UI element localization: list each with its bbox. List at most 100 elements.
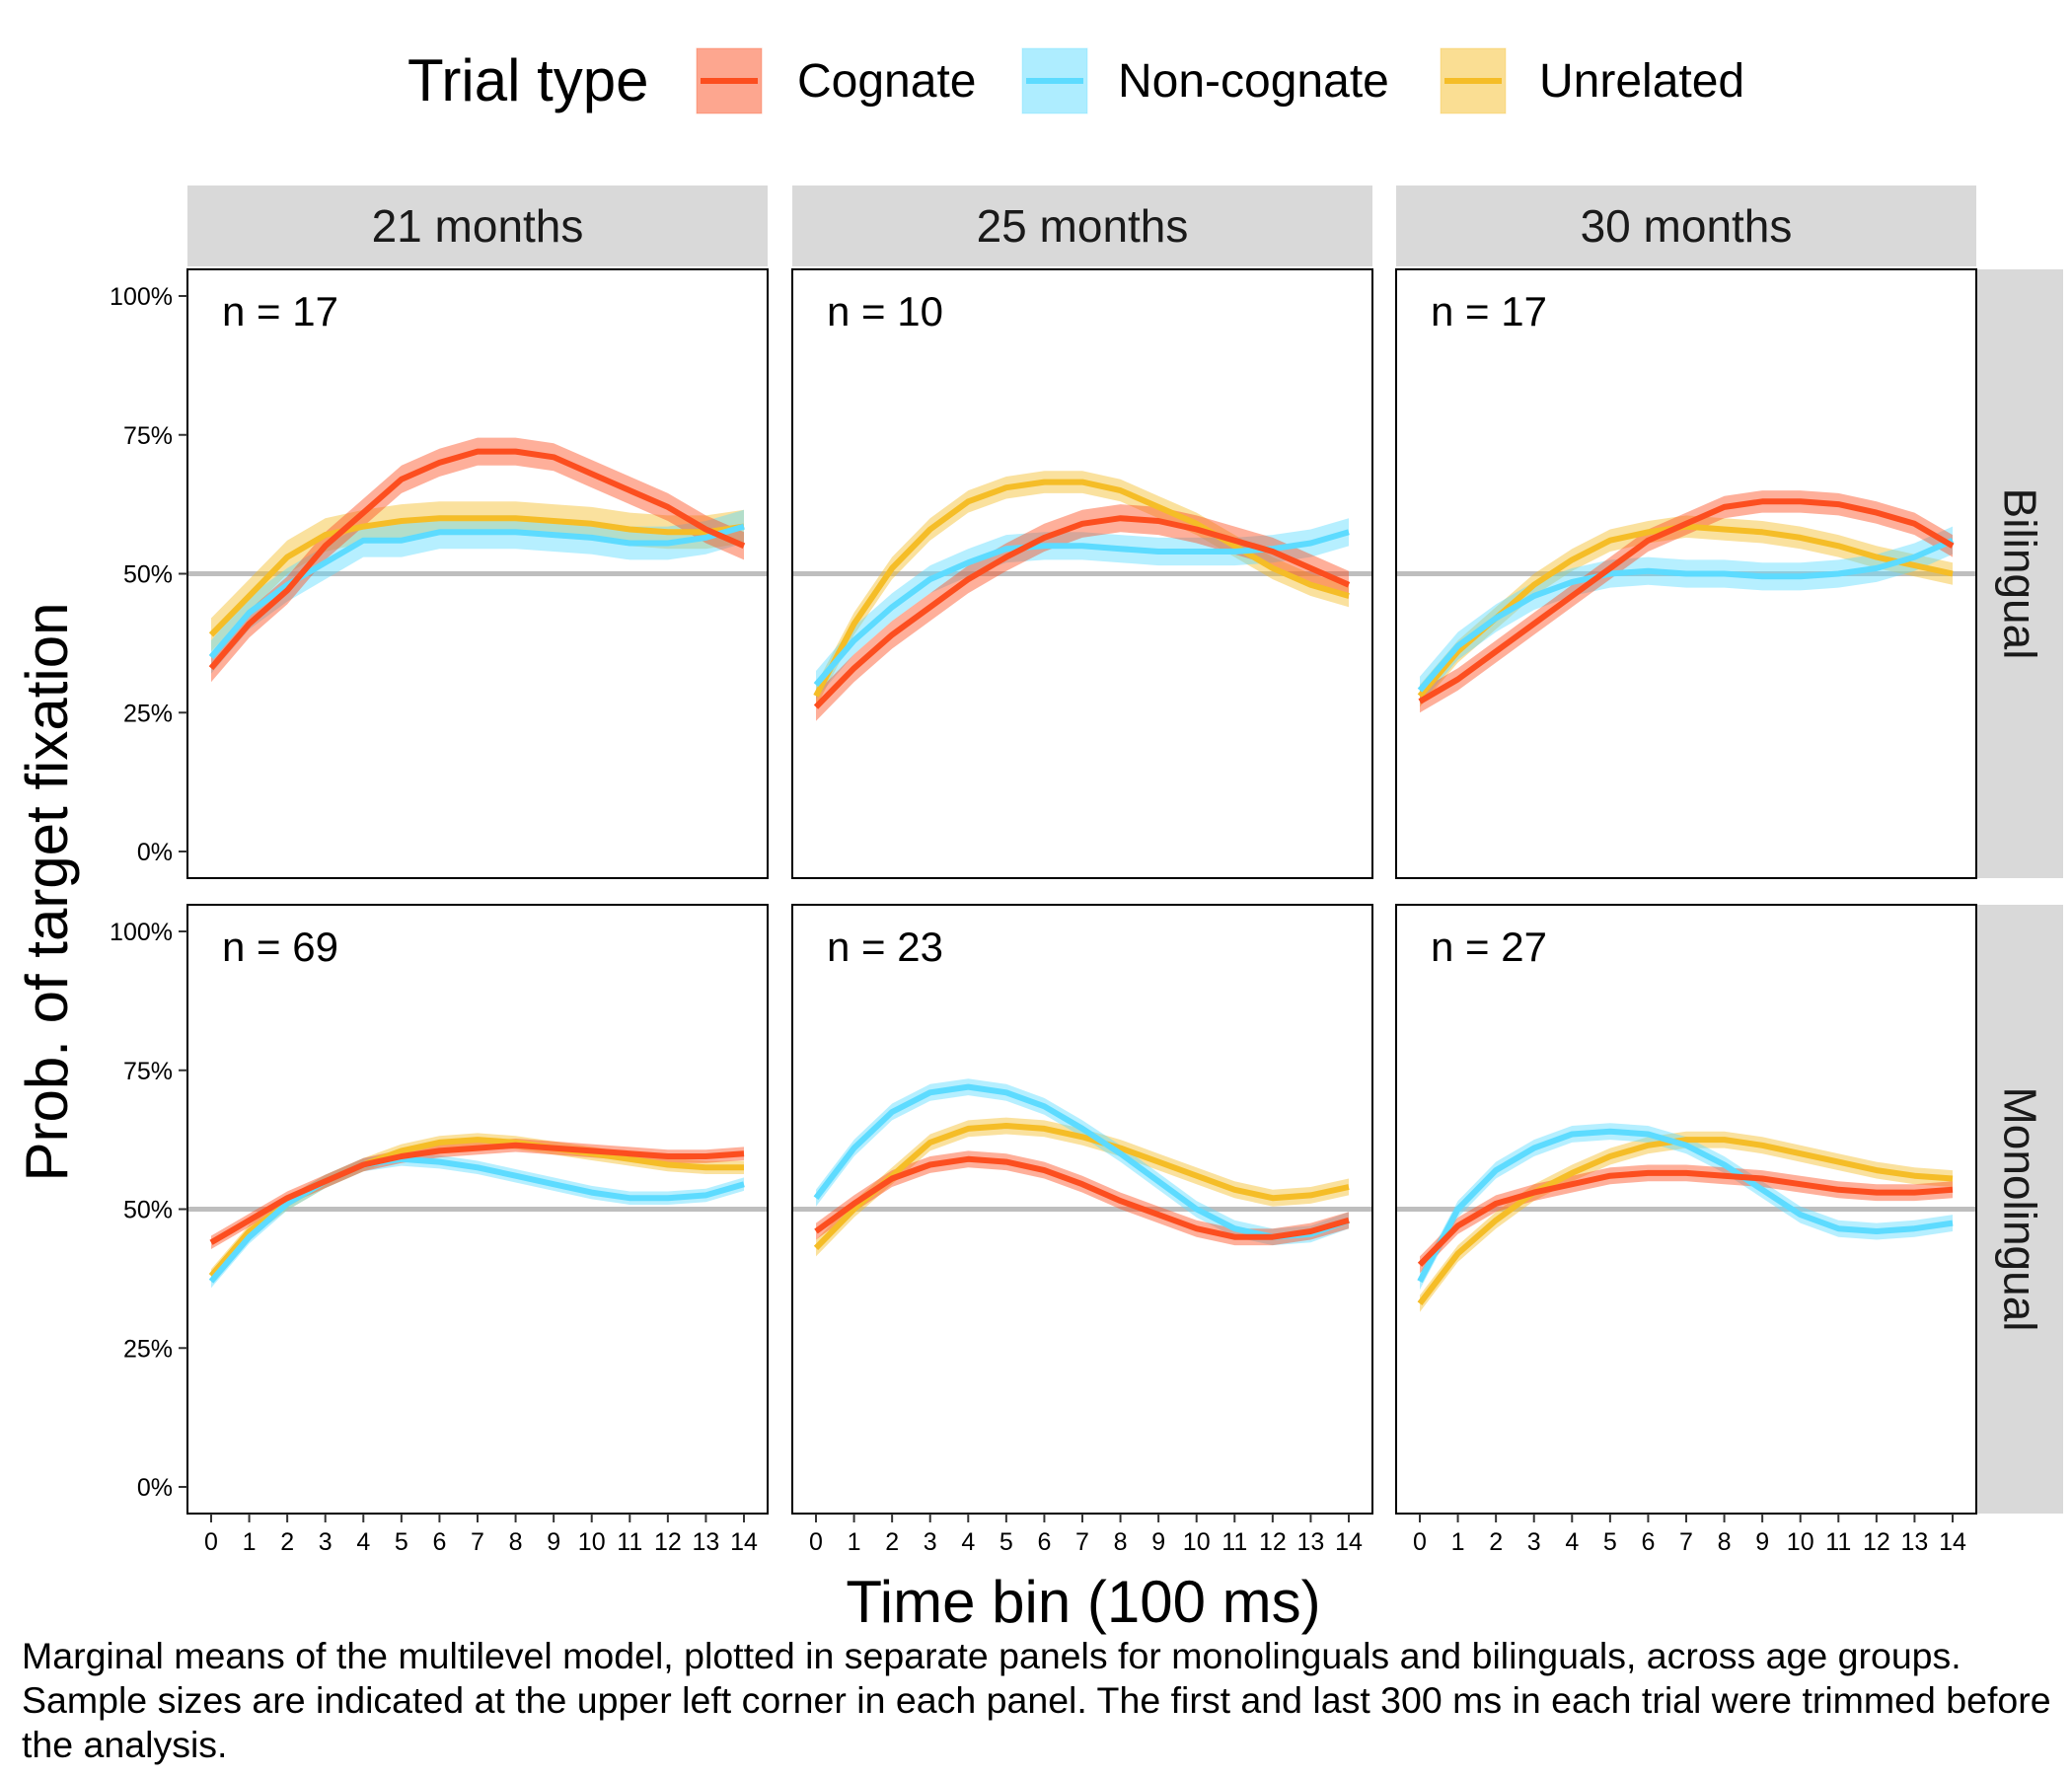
series-line-monolingual-25-months-unrelated <box>813 1123 1350 1250</box>
x-tick-label-30-months-14: 14 <box>1939 1528 1966 1556</box>
band-monolingual-30-months-unrelated <box>1420 1131 1953 1312</box>
sample-size-label-bilingual-21-months: n = 17 <box>222 288 338 334</box>
sample-size-label-monolingual-30-months: n = 27 <box>1431 924 1547 970</box>
x-tick-label-30-months-4: 4 <box>1565 1528 1579 1556</box>
panel-border-bilingual-25-months <box>791 268 1373 879</box>
x-tick-label-21-months-8: 8 <box>509 1528 523 1556</box>
x-tick-label-25-months-10: 10 <box>1183 1528 1211 1556</box>
y-tick-label-monolingual-4: 100% <box>110 919 173 946</box>
x-tick-label-25-months-7: 7 <box>1075 1528 1089 1556</box>
x-tick-label-21-months-4: 4 <box>356 1528 370 1556</box>
x-tick-label-25-months-14: 14 <box>1335 1528 1363 1556</box>
row-strip-bilingual <box>1977 269 2063 878</box>
series-line-monolingual-25-months-cognate <box>814 1155 1350 1240</box>
band-bilingual-25-months-non-cognate <box>816 518 1349 700</box>
x-tick-label-30-months-10: 10 <box>1787 1528 1814 1556</box>
x-tick-label-25-months-6: 6 <box>1037 1528 1051 1556</box>
x-tick-label-21-months-5: 5 <box>395 1528 408 1556</box>
row-strip-monolingual <box>1977 905 2063 1514</box>
series-line-bilingual-25-months-cognate <box>813 515 1351 709</box>
x-tick-label-30-months-3: 3 <box>1527 1528 1541 1556</box>
series-line-bilingual-21-months-unrelated <box>208 515 745 637</box>
band-bilingual-30-months-non-cognate <box>1420 526 1953 704</box>
series-line-monolingual-30-months-cognate <box>1417 1169 1954 1267</box>
y-tick-label-monolingual-2: 50% <box>123 1197 173 1224</box>
x-tick-label-25-months-8: 8 <box>1114 1528 1128 1556</box>
x-tick-label-21-months-6: 6 <box>432 1528 446 1556</box>
x-tick-label-21-months-14: 14 <box>730 1528 758 1556</box>
x-axis-title: Time bin (100 ms) <box>846 1569 1320 1635</box>
x-tick-label-21-months-0: 0 <box>204 1528 218 1556</box>
x-tick-label-30-months-2: 2 <box>1489 1528 1503 1556</box>
x-tick-label-30-months-13: 13 <box>1901 1528 1929 1556</box>
band-bilingual-30-months-cognate <box>1420 490 1953 713</box>
x-tick-label-25-months-1: 1 <box>848 1528 861 1556</box>
x-tick-label-30-months-7: 7 <box>1679 1528 1693 1556</box>
band-bilingual-21-months-cognate <box>211 437 744 683</box>
column-strip-21-months <box>187 185 768 266</box>
sample-size-label-bilingual-30-months: n = 17 <box>1431 288 1547 334</box>
x-tick-label-30-months-8: 8 <box>1718 1528 1732 1556</box>
x-tick-label-21-months-12: 12 <box>654 1528 682 1556</box>
x-tick-label-25-months-11: 11 <box>1221 1528 1247 1556</box>
band-monolingual-30-months-cognate <box>1420 1164 1953 1274</box>
x-tick-label-21-months-9: 9 <box>547 1528 560 1556</box>
x-tick-label-25-months-2: 2 <box>885 1528 899 1556</box>
x-tick-label-30-months-5: 5 <box>1603 1528 1617 1556</box>
series-line-bilingual-30-months-non-cognate <box>1417 537 1955 693</box>
panel-border-bilingual-30-months <box>1395 268 1977 879</box>
column-strip-25-months <box>792 185 1372 266</box>
figure-caption: Marginal means of the multilevel model, … <box>22 1635 2051 1765</box>
x-tick-label-30-months-11: 11 <box>1825 1528 1851 1556</box>
series-line-bilingual-30-months-cognate <box>1418 498 1955 704</box>
y-tick-label-bilingual-1: 25% <box>123 700 173 727</box>
series-line-monolingual-30-months-non-cognate <box>1417 1128 1954 1284</box>
column-strip-label-25-months: 25 months <box>977 200 1189 252</box>
band-monolingual-25-months-non-cognate <box>816 1078 1349 1246</box>
x-tick-label-25-months-0: 0 <box>809 1528 823 1556</box>
row-strip-label-monolingual: Monolingual <box>1995 1086 2046 1331</box>
x-tick-label-21-months-7: 7 <box>471 1528 484 1556</box>
band-bilingual-25-months-unrelated <box>816 471 1349 707</box>
legend-title: Trial type <box>407 47 649 113</box>
x-tick-label-25-months-12: 12 <box>1259 1528 1287 1556</box>
y-tick-label-monolingual-3: 75% <box>123 1058 173 1085</box>
band-monolingual-25-months-unrelated <box>816 1117 1349 1257</box>
y-tick-label-monolingual-1: 25% <box>123 1335 173 1363</box>
y-tick-label-monolingual-0: 0% <box>137 1474 173 1502</box>
column-strip-label-21-months: 21 months <box>372 200 584 252</box>
x-tick-label-21-months-2: 2 <box>280 1528 294 1556</box>
x-tick-label-30-months-12: 12 <box>1863 1528 1890 1556</box>
legend-label-non-cognate: Non-cognate <box>1118 55 1389 108</box>
y-tick-label-bilingual-2: 50% <box>123 561 173 589</box>
y-tick-label-bilingual-0: 0% <box>137 839 173 866</box>
x-tick-label-25-months-13: 13 <box>1297 1528 1325 1556</box>
x-tick-label-21-months-13: 13 <box>693 1528 720 1556</box>
sample-size-label-bilingual-25-months: n = 10 <box>827 288 943 334</box>
column-strip-30-months <box>1396 185 1976 266</box>
x-tick-label-25-months-5: 5 <box>999 1528 1013 1556</box>
series-line-bilingual-25-months-unrelated <box>813 479 1350 698</box>
series-line-monolingual-21-months-cognate <box>209 1142 745 1245</box>
y-tick-label-bilingual-4: 100% <box>110 283 173 311</box>
x-tick-label-21-months-1: 1 <box>243 1528 257 1556</box>
x-tick-label-25-months-4: 4 <box>961 1528 975 1556</box>
x-tick-label-25-months-9: 9 <box>1151 1528 1165 1556</box>
sample-size-label-monolingual-21-months: n = 69 <box>222 924 338 970</box>
x-tick-label-25-months-3: 3 <box>924 1528 937 1556</box>
y-axis-title: Prob. of target fixation <box>14 603 80 1182</box>
y-tick-label-bilingual-3: 75% <box>123 422 173 450</box>
x-tick-label-30-months-6: 6 <box>1641 1528 1655 1556</box>
x-tick-label-21-months-11: 11 <box>617 1528 642 1556</box>
x-tick-label-21-months-10: 10 <box>578 1528 606 1556</box>
x-tick-label-21-months-3: 3 <box>319 1528 333 1556</box>
band-bilingual-30-months-unrelated <box>1420 515 1953 707</box>
x-tick-label-30-months-0: 0 <box>1413 1528 1427 1556</box>
sample-size-label-monolingual-25-months: n = 23 <box>827 924 943 970</box>
row-strip-label-bilingual: Bilingual <box>1995 488 2046 660</box>
legend-label-unrelated: Unrelated <box>1539 55 1744 108</box>
series-line-bilingual-21-months-cognate <box>208 448 746 671</box>
legend-label-cognate: Cognate <box>797 55 976 108</box>
x-tick-label-30-months-9: 9 <box>1755 1528 1769 1556</box>
